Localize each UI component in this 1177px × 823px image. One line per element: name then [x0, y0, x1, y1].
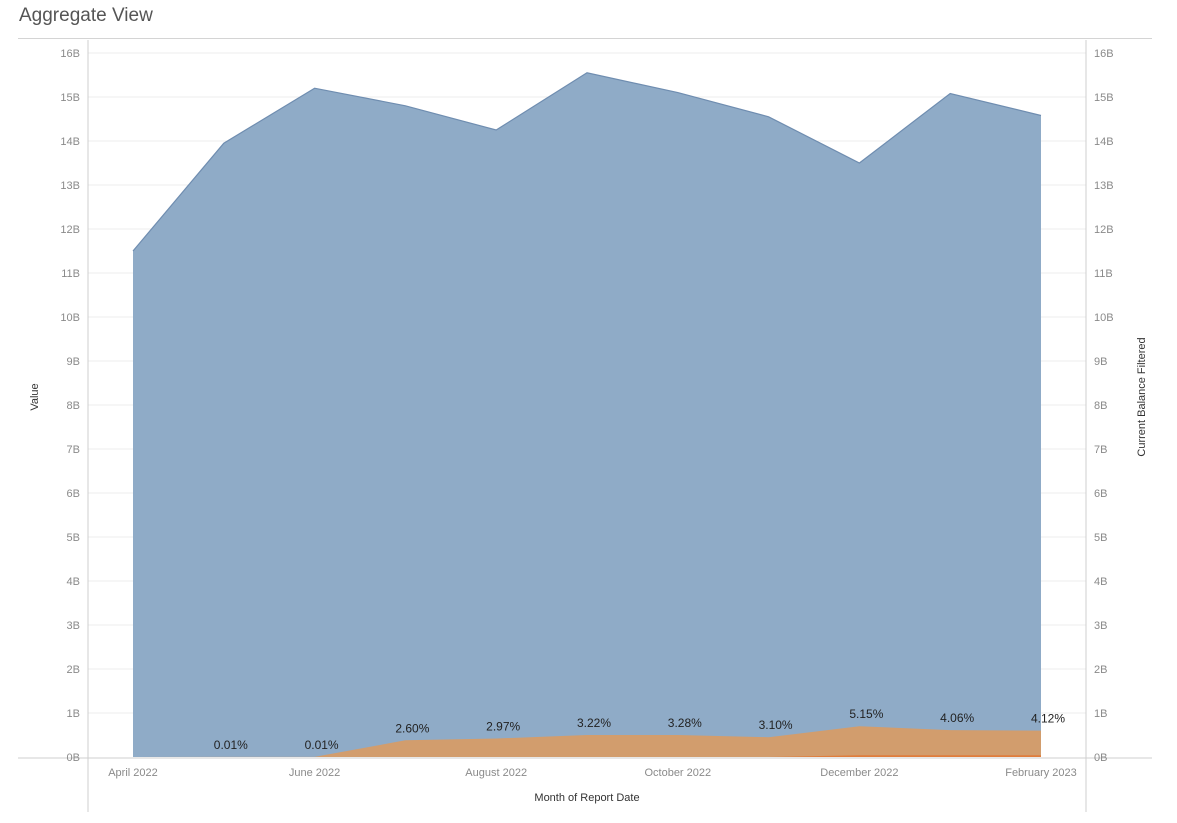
data-label: 4.12%	[1031, 712, 1065, 726]
data-label: 2.60%	[395, 721, 429, 735]
left-y-tick-labels: 0B 1B 2B 3B 4B 5B 6B 7B 8B 9B 10B 11B 12B 13B 14B 15B 16…	[60, 48, 80, 764]
x-tick-label: June 2022	[289, 767, 340, 779]
y-tick-label-right: 15B	[1094, 92, 1114, 104]
y-tick-label-right: 16B	[1094, 48, 1114, 60]
y-tick-label-right: 0B	[1094, 752, 1107, 764]
x-tick-labels: April 2022 June 2022 August 2022 October 20…	[108, 767, 1077, 779]
y-tick-label: 7B	[67, 444, 80, 456]
y-tick-label: 4B	[67, 576, 80, 588]
title-divider	[18, 38, 1152, 39]
y-tick-label-right: 4B	[1094, 576, 1107, 588]
y-tick-label: 9B	[67, 356, 80, 368]
y-tick-label: 1B	[67, 708, 80, 720]
area-series-1-outline	[132, 72, 1042, 252]
y-axis-title-right: Current Balance Filtered	[1136, 337, 1148, 456]
y-tick-label-right: 5B	[1094, 532, 1107, 544]
y-tick-label: 8B	[67, 400, 80, 412]
y-tick-label-right: 3B	[1094, 620, 1107, 632]
y-tick-label: 0B	[67, 752, 80, 764]
data-label: 3.22%	[577, 716, 611, 730]
y-tick-label-right: 2B	[1094, 664, 1107, 676]
y-tick-label: 16B	[60, 48, 80, 60]
y-tick-label: 6B	[67, 488, 80, 500]
y-tick-label: 12B	[60, 224, 80, 236]
x-tick-label: April 2022	[108, 767, 158, 779]
data-labels: 0.01% 0.01% 2.60% 2.97% 3.22% 3.28% 3.10% 5.15%…	[214, 707, 1066, 752]
y-tick-label: 11B	[61, 268, 80, 280]
y-tick-label: 14B	[60, 136, 80, 148]
y-tick-label-right: 11B	[1094, 268, 1113, 280]
right-y-tick-labels: 0B 1B 2B 3B 4B 5B 6B 7B 8B 9B 10B 11B 12B 13B 14B 15B 16…	[1094, 48, 1114, 764]
data-label: 3.10%	[759, 718, 793, 732]
data-label: 0.01%	[214, 738, 248, 752]
area-series[interactable]	[132, 72, 1042, 758]
x-tick-label: February 2023	[1005, 767, 1077, 779]
area-series-1[interactable]	[133, 72, 1041, 758]
data-label: 3.28%	[668, 716, 702, 730]
y-tick-label: 3B	[67, 620, 80, 632]
y-axis-title-left: Value	[29, 383, 41, 410]
y-tick-label-right: 1B	[1094, 708, 1107, 720]
y-tick-label: 5B	[67, 532, 80, 544]
y-tick-label: 10B	[60, 312, 80, 324]
axis-lines	[18, 40, 1152, 812]
chart-title: Aggregate View	[19, 5, 153, 26]
x-axis-title: Month of Report Date	[534, 792, 639, 804]
y-tick-label: 13B	[60, 180, 80, 192]
data-label: 5.15%	[849, 707, 883, 721]
data-label: 4.06%	[940, 711, 974, 725]
y-tick-label: 15B	[60, 92, 80, 104]
x-tick-label: December 2022	[820, 767, 898, 779]
y-tick-label-right: 9B	[1094, 356, 1107, 368]
area-series-2[interactable]	[133, 726, 1041, 757]
x-tick-label: October 2022	[644, 767, 711, 779]
y-tick-label-right: 10B	[1094, 312, 1114, 324]
y-tick-label-right: 6B	[1094, 488, 1107, 500]
y-tick-label-right: 7B	[1094, 444, 1107, 456]
x-tick-label: August 2022	[465, 767, 527, 779]
data-label: 2.97%	[486, 720, 520, 734]
y-tick-label: 2B	[67, 664, 80, 676]
y-tick-label-right: 14B	[1094, 136, 1114, 148]
data-label: 0.01%	[305, 738, 339, 752]
y-tick-label-right: 13B	[1094, 180, 1114, 192]
area-series-3[interactable]	[133, 755, 1041, 757]
y-tick-label-right: 8B	[1094, 400, 1107, 412]
y-tick-label-right: 12B	[1094, 224, 1114, 236]
